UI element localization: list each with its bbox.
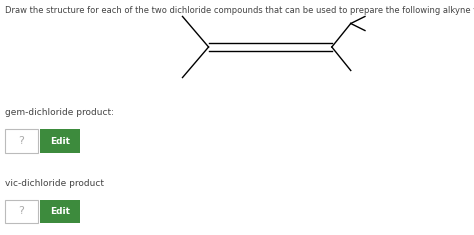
Text: Edit: Edit — [50, 207, 70, 216]
Text: Edit: Edit — [50, 137, 70, 145]
Text: gem-dichloride product:: gem-dichloride product: — [5, 108, 114, 117]
Text: Draw the structure for each of the two dichloride compounds that can be used to : Draw the structure for each of the two d… — [5, 6, 474, 15]
FancyBboxPatch shape — [5, 129, 38, 153]
Text: ?: ? — [18, 136, 24, 146]
Text: vic-dichloride product: vic-dichloride product — [5, 179, 104, 188]
FancyBboxPatch shape — [40, 129, 80, 153]
Text: ?: ? — [18, 207, 24, 216]
FancyBboxPatch shape — [40, 200, 80, 223]
FancyBboxPatch shape — [5, 200, 38, 223]
